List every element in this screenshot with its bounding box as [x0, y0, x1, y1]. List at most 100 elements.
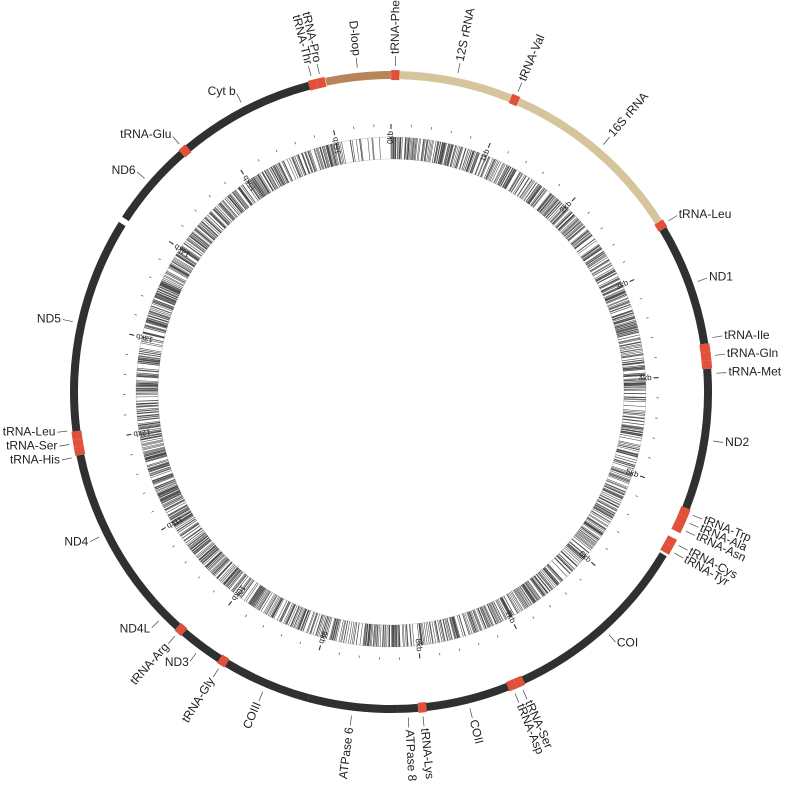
minor-tick [639, 297, 643, 300]
feature-label: tRNA-Gly [179, 675, 218, 725]
tick-label: 1kb [478, 147, 491, 163]
minor-tick [130, 454, 134, 456]
minor-tick [135, 473, 139, 475]
tick-label: 0kb [386, 130, 395, 143]
feature-trna-met [701, 360, 713, 370]
feature-coi [521, 552, 667, 684]
kb-ticks: 0kb1kb2kb3kb4kb5kb6kb7kb8kb9kb10kb11kb12… [123, 124, 659, 660]
feature-label: tRNA-Leu [3, 425, 56, 439]
feature-label: Cyt b [208, 84, 236, 98]
major-tick [640, 475, 646, 479]
label-leader [685, 530, 696, 536]
feature-label: COIII [240, 700, 264, 731]
feature-label: COII [467, 718, 487, 745]
feature-trna-trp [678, 506, 691, 518]
label-leader [61, 457, 72, 461]
major-tick [418, 653, 421, 659]
major-tick [513, 624, 517, 630]
tick-label: 8kb [414, 638, 424, 652]
major-tick [571, 197, 576, 202]
feature-label: tRNA-Ser [6, 439, 57, 453]
minor-tick [549, 604, 552, 608]
major-tick [228, 600, 233, 606]
feature-trna-leu [71, 430, 83, 441]
feature-label: tRNA-Glu [120, 127, 171, 141]
minor-tick [622, 261, 626, 263]
feature-label: tRNA-Met [728, 365, 781, 379]
major-tick [126, 433, 132, 436]
tick-label: 5kb [625, 467, 641, 480]
feature-label: D-loop [346, 20, 364, 57]
tick-label: 9kb [317, 630, 329, 645]
minor-tick [151, 510, 154, 513]
feature-coiii [224, 659, 310, 702]
minor-tick [245, 614, 247, 618]
label-leader [422, 716, 425, 727]
minor-tick [579, 578, 582, 581]
label-leader [316, 64, 320, 75]
minor-tick [525, 160, 527, 164]
feature-nd4l [150, 599, 181, 630]
feature-label: ND3 [165, 655, 189, 669]
feature-nd2 [682, 368, 713, 510]
minor-tick [458, 648, 461, 652]
minor-tick [198, 576, 201, 579]
feature-label: tRNA-Ile [724, 328, 770, 342]
minor-tick [612, 243, 615, 246]
label-leader [678, 545, 688, 551]
label-leader [697, 277, 708, 282]
feature-d-loop [325, 71, 391, 86]
minor-tick [194, 209, 197, 212]
feature-trna-ile [699, 343, 711, 353]
minor-tick [645, 317, 649, 319]
feature-trna-his [73, 445, 86, 456]
feature-label: 16S rRNA [605, 89, 651, 139]
minor-tick [648, 457, 651, 459]
major-tick [591, 561, 596, 566]
minor-tick [450, 130, 452, 134]
label-leader [517, 82, 523, 92]
feature-trna-arg [174, 622, 188, 636]
label-leader [674, 552, 684, 559]
label-leader [172, 136, 180, 145]
minor-tick [184, 561, 187, 564]
feature-trna-asp [505, 678, 518, 692]
minor-tick [224, 181, 227, 185]
minor-tick [208, 195, 211, 198]
feature-label: ND4L [120, 621, 151, 635]
label-leader [608, 634, 616, 643]
minor-tick [257, 159, 260, 162]
feature-label: tRNA-Lys [418, 728, 437, 780]
minor-tick [626, 513, 630, 516]
label-leader [168, 635, 176, 644]
feature-trna-asn [671, 521, 684, 534]
minor-tick [605, 547, 608, 550]
minor-tick [158, 258, 161, 261]
feature-label: ND5 [37, 311, 61, 325]
minor-tick [478, 642, 480, 646]
feature-nd5 [70, 221, 126, 432]
tick-label: 12kb [132, 427, 151, 439]
minor-tick [142, 492, 146, 495]
tick-label: 13kb [135, 332, 154, 345]
minor-tick [542, 171, 545, 175]
label-leader [407, 717, 410, 728]
label-leader [713, 440, 724, 443]
minor-tick [532, 616, 535, 619]
feature-labels: tRNA-Phe 12S rRNA tRNA-Val 16S rRNA tRNA-Leu… [3, 0, 782, 782]
label-leader [57, 430, 68, 433]
feature-16s-rrna [516, 98, 662, 225]
feature-trna-val [508, 93, 521, 107]
minor-tick [635, 495, 638, 497]
minor-tick [564, 592, 567, 595]
feature-label: COI [617, 636, 638, 650]
label-leader [469, 708, 473, 719]
label-leader [355, 57, 358, 68]
minor-tick [172, 545, 175, 548]
label-leader [668, 215, 678, 222]
feature-trna-pro [316, 76, 327, 89]
label-leader [603, 136, 611, 145]
feature-label: tRNA-Leu [679, 207, 732, 221]
label-leader [189, 653, 197, 662]
